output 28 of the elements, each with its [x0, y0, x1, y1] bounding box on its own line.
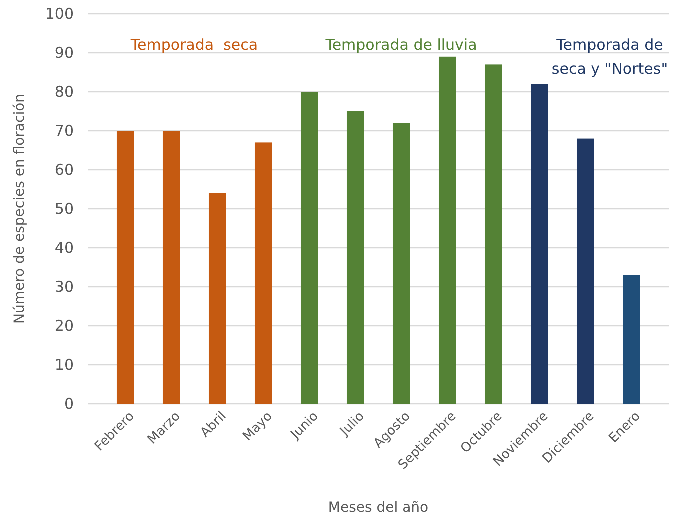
bar [208, 193, 226, 404]
y-tick-label: 100 [45, 4, 74, 23]
annotation: Temporada de seca y "Nortes" [552, 36, 668, 78]
bar [392, 123, 410, 404]
bar [300, 92, 318, 404]
y-tick-label: 70 [54, 122, 74, 140]
y-tick-label: 30 [54, 278, 74, 296]
bar [438, 56, 456, 404]
bar [623, 275, 640, 404]
y-tick-label: 0 [64, 394, 74, 413]
y-tick-label: 90 [54, 44, 74, 62]
bar [346, 112, 364, 404]
y-axis-title: Número de especies en floración [12, 94, 28, 324]
annotation: Temporada seca [130, 36, 258, 54]
y-tick-label: 60 [54, 160, 74, 179]
bar [530, 84, 548, 404]
bar [484, 64, 502, 404]
x-axis-title: Meses del año [328, 500, 429, 516]
bar [162, 131, 180, 404]
y-tick-label: 80 [54, 82, 74, 101]
y-tick-label: 20 [54, 316, 74, 335]
y-tick-label: 40 [54, 238, 74, 257]
bar [576, 138, 594, 404]
y-tick-label: 10 [54, 356, 74, 374]
bar [116, 131, 134, 404]
bar [254, 142, 272, 404]
annotation: Temporada de lluvia [324, 36, 478, 54]
y-tick-label: 50 [54, 200, 74, 218]
